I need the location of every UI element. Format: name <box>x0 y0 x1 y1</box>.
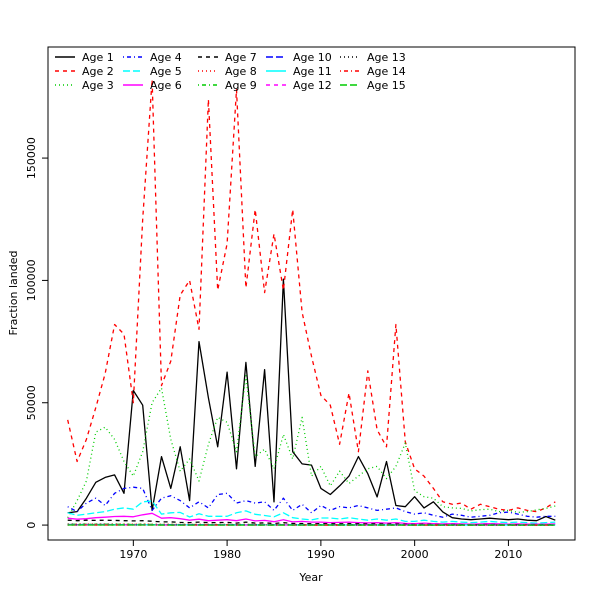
y-tick-label-150000: 150000 <box>25 137 38 179</box>
legend-label-age-5: Age 5 <box>150 65 182 78</box>
series-line-age-5 <box>67 500 556 524</box>
legend-label-age-15: Age 15 <box>367 79 406 92</box>
y-axis-title: Fraction landed <box>7 251 20 336</box>
legend-label-age-10: Age 10 <box>293 51 332 64</box>
series-line-age-7 <box>67 519 556 526</box>
legend-label-age-9: Age 9 <box>225 79 257 92</box>
y-tick-label-50000: 50000 <box>25 385 38 420</box>
series-lines <box>67 79 556 526</box>
y-tick-label-100000: 100000 <box>25 259 38 301</box>
legend-label-age-8: Age 8 <box>225 65 257 78</box>
legend-label-age-1: Age 1 <box>82 51 114 64</box>
legend-label-age-12: Age 12 <box>293 79 332 92</box>
x-axis-title: Year <box>298 571 323 584</box>
legend-label-age-2: Age 2 <box>82 65 114 78</box>
x-tick-label-1980: 1980 <box>213 548 241 561</box>
legend-label-age-7: Age 7 <box>225 51 257 64</box>
series-line-age-3 <box>67 375 556 519</box>
series-line-age-1 <box>67 278 556 522</box>
x-tick-label-1990: 1990 <box>307 548 335 561</box>
series-line-age-6 <box>67 512 556 525</box>
y-tick-label-0: 0 <box>25 522 38 529</box>
legend-label-age-14: Age 14 <box>367 65 406 78</box>
x-axis: 1970 1980 1990 2000 2010 <box>119 540 522 561</box>
series-line-age-2 <box>67 79 556 513</box>
x-tick-label-1970: 1970 <box>119 548 147 561</box>
legend-label-age-3: Age 3 <box>82 79 114 92</box>
y-axis: 0 50000 100000 150000 <box>25 137 48 529</box>
x-tick-label-2000: 2000 <box>401 548 429 561</box>
legend-label-age-13: Age 13 <box>367 51 406 64</box>
legend-label-age-6: Age 6 <box>150 79 182 92</box>
legend-label-age-4: Age 4 <box>150 51 182 64</box>
plot-box <box>47 46 576 541</box>
x-tick-label-2010: 2010 <box>494 548 522 561</box>
legend-label-age-11: Age 11 <box>293 65 332 78</box>
series-line-age-4 <box>67 486 556 518</box>
